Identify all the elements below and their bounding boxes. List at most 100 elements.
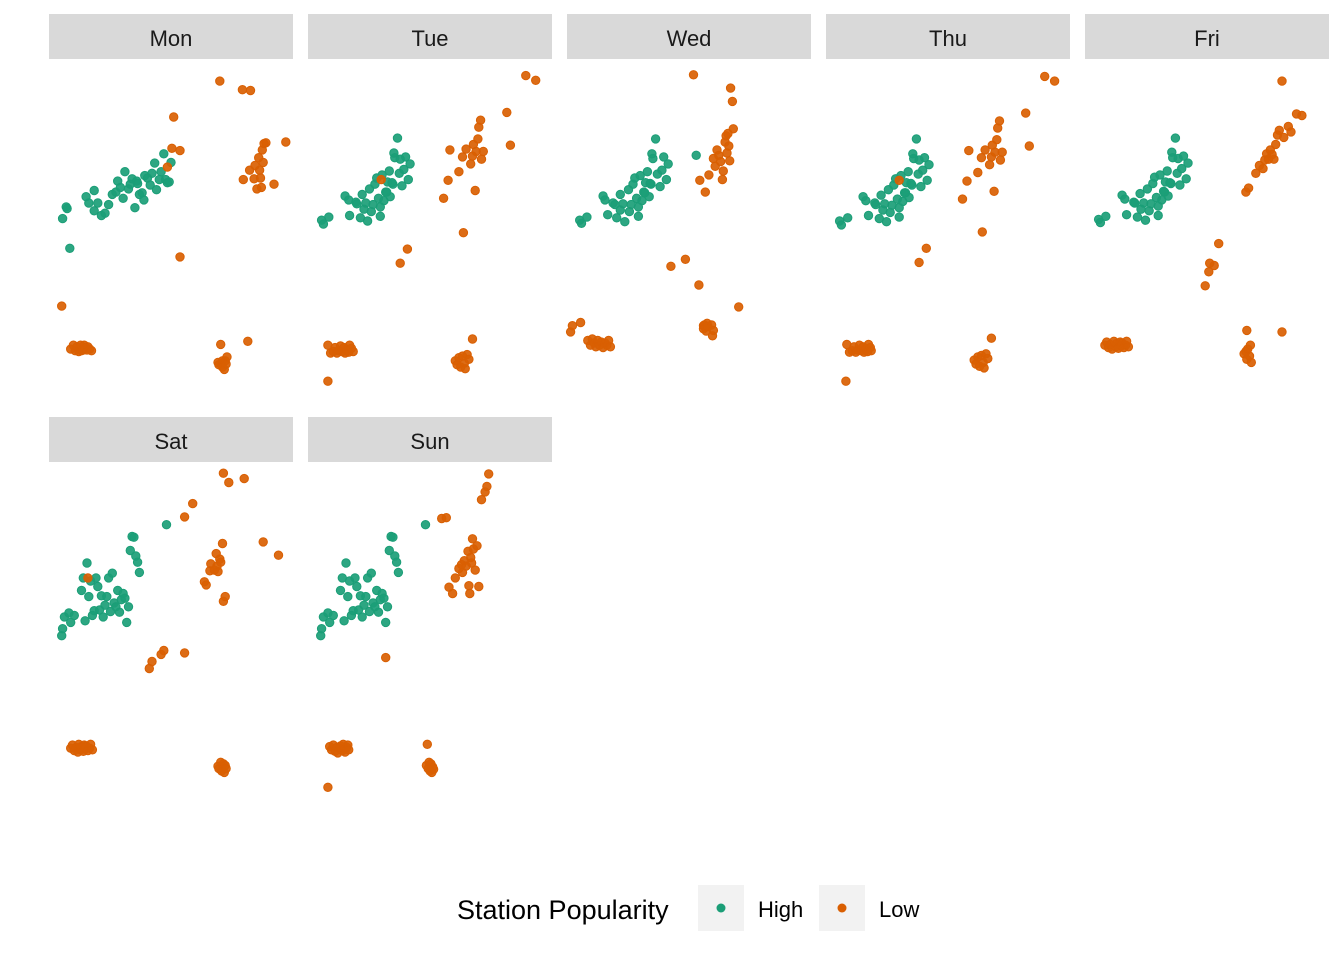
point-high-sat: [98, 612, 108, 622]
point-low-wed: [575, 317, 586, 328]
point-low-sat: [201, 580, 211, 590]
point-high-wed: [691, 150, 701, 161]
point-low-sun: [465, 588, 475, 599]
strip-fri: [1085, 14, 1329, 59]
point-high-mon: [118, 193, 128, 204]
point-low-thu: [989, 186, 999, 197]
point-high-tue: [324, 212, 334, 222]
point-low-wed: [605, 342, 616, 352]
point-high-thu: [863, 210, 874, 221]
point-low-wed: [708, 325, 719, 336]
point-high-fri: [1130, 198, 1140, 208]
point-high-sat: [134, 567, 145, 578]
legend-title: Station Popularity: [457, 895, 669, 925]
point-high-thu: [861, 196, 871, 206]
point-high-sun: [339, 616, 349, 626]
point-high-fri: [1135, 188, 1145, 199]
point-low-mon: [169, 112, 179, 122]
legend: Station Popularity High Low: [457, 885, 919, 931]
point-low-wed: [725, 83, 736, 93]
panel-fri: Fri: [1085, 14, 1329, 368]
point-high-mon: [65, 243, 75, 254]
point-high-tue: [389, 148, 399, 158]
point-low-wed: [718, 166, 728, 176]
point-high-wed: [655, 181, 665, 192]
point-high-sat: [57, 624, 68, 634]
point-low-mon: [175, 252, 185, 262]
point-high-fri: [1101, 211, 1111, 222]
point-low-mon: [57, 301, 67, 311]
point-low-thu: [841, 376, 851, 386]
point-high-sun: [381, 617, 391, 628]
point-high-thu: [836, 220, 847, 230]
point-high-tue: [375, 202, 385, 212]
point-low-sun: [422, 739, 432, 749]
point-high-sun: [382, 602, 393, 612]
point-high-sat: [107, 568, 118, 578]
point-low-mon: [238, 174, 249, 185]
point-high-thu: [871, 199, 881, 210]
point-high-sat: [114, 607, 125, 617]
point-low-thu: [976, 153, 987, 163]
point-low-sun: [428, 764, 439, 774]
point-low-sat: [216, 557, 226, 567]
point-high-mon: [115, 182, 126, 193]
point-low-mon: [215, 76, 225, 86]
point-high-tue: [399, 164, 409, 175]
point-low-mon: [243, 336, 253, 346]
point-low-thu: [964, 145, 974, 156]
point-low-fri: [1277, 327, 1287, 337]
point-low-sat: [273, 550, 284, 560]
point-high-wed: [618, 199, 628, 209]
point-low-fri: [1277, 76, 1287, 86]
strip-label-fri: Fri: [1194, 26, 1220, 51]
point-low-tue: [466, 159, 476, 169]
point-low-sat: [147, 656, 157, 667]
point-high-wed: [633, 211, 644, 222]
point-low-thu: [995, 155, 1006, 165]
point-low-tue: [376, 174, 386, 185]
point-high-tue: [352, 199, 362, 209]
point-low-sun: [482, 481, 492, 492]
point-low-thu: [1040, 71, 1050, 82]
point-high-mon: [103, 199, 114, 210]
point-low-sun: [464, 581, 474, 591]
point-high-thu: [881, 217, 892, 227]
point-high-wed: [650, 134, 661, 144]
point-high-sat: [91, 573, 101, 583]
point-low-fri: [1245, 340, 1256, 350]
point-high-sat: [100, 600, 110, 610]
point-low-sat: [224, 477, 234, 488]
point-high-sat: [123, 602, 134, 612]
point-low-fri: [1246, 357, 1257, 368]
strip-sat: [49, 417, 293, 462]
point-high-thu: [900, 188, 911, 198]
point-low-thu: [994, 116, 1005, 126]
point-high-fri: [1167, 147, 1177, 157]
point-low-sat: [239, 473, 249, 484]
point-low-mon: [245, 85, 256, 96]
point-low-thu: [992, 135, 1002, 145]
point-high-thu: [918, 165, 928, 175]
point-high-fri: [1181, 174, 1191, 184]
point-high-sat: [76, 585, 87, 596]
point-low-mon: [86, 346, 97, 356]
point-high-fri: [1140, 215, 1151, 225]
point-low-tue: [445, 145, 455, 155]
point-low-mon: [216, 339, 226, 350]
point-low-wed: [688, 70, 699, 80]
point-low-tue: [461, 144, 471, 154]
point-high-tue: [318, 219, 329, 229]
legend-marker-high: [716, 903, 726, 913]
point-high-tue: [387, 178, 397, 188]
point-high-mon: [156, 167, 166, 177]
point-low-fri: [1286, 127, 1296, 137]
point-high-mon: [62, 203, 72, 214]
point-low-mon: [261, 138, 271, 148]
point-low-wed: [727, 96, 738, 107]
point-low-wed: [724, 141, 734, 151]
point-high-sun: [357, 612, 367, 622]
point-high-mon: [89, 206, 99, 216]
point-high-thu: [924, 160, 934, 170]
point-low-sun: [447, 588, 458, 599]
